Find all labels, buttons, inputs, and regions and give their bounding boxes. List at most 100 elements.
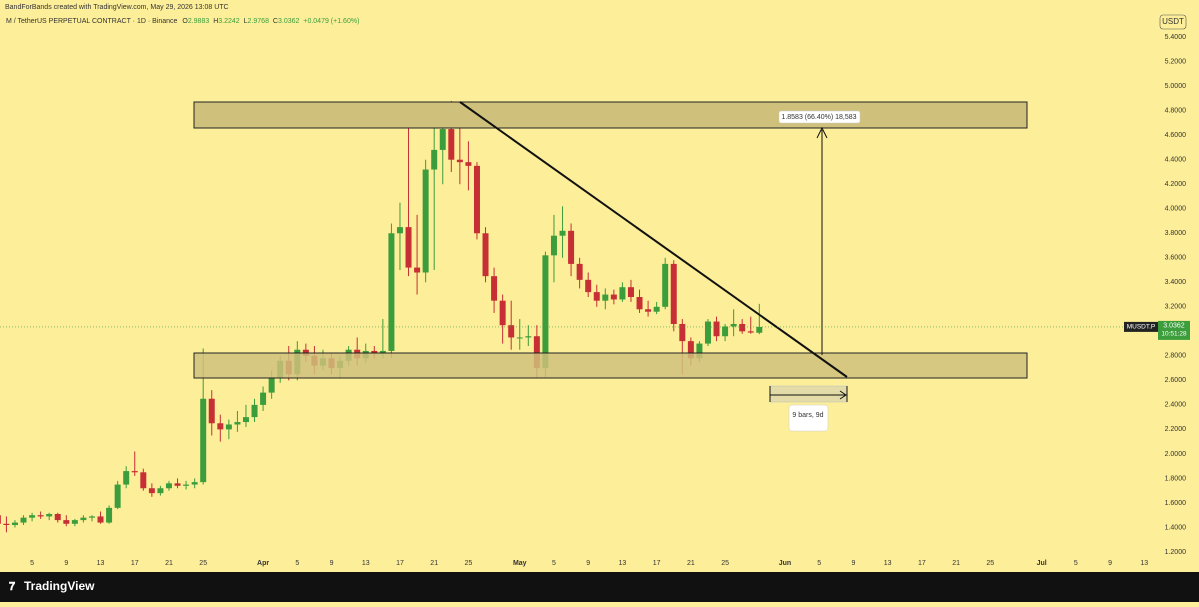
candle-body	[165, 483, 172, 489]
candle-body	[174, 483, 181, 486]
y-tick-label: 5.4000	[1165, 34, 1187, 41]
candle-body	[371, 350, 378, 354]
candle-body	[148, 488, 155, 494]
x-tick-label: 9	[851, 560, 855, 567]
measure-label: 1.8583 (66.40%) 18,583	[781, 114, 856, 121]
candle-body	[183, 484, 190, 486]
candle-body	[422, 169, 429, 273]
candle-body	[114, 484, 121, 508]
currency-box[interactable]	[1159, 14, 1187, 30]
candle-body	[225, 424, 232, 430]
range-label-box	[788, 404, 829, 432]
x-tick-label: 5	[817, 560, 821, 567]
candle-body	[739, 323, 746, 332]
candle-body	[157, 488, 164, 494]
header: BandForBands created with TradingView.co…	[5, 4, 229, 11]
y-tick-label: 3.4000	[1165, 279, 1187, 286]
candle-body	[140, 472, 147, 489]
x-tick-label: 13	[884, 560, 892, 567]
candle-body	[379, 350, 386, 354]
candle-body	[610, 294, 617, 300]
y-tick-label: 4.0000	[1165, 206, 1187, 213]
x-tick-label: 9	[330, 560, 334, 567]
x-tick-label: 17	[131, 560, 139, 567]
y-tick-label: 1.6000	[1165, 500, 1187, 507]
y-tick-label: 4.4000	[1165, 157, 1187, 164]
range-label: 9 bars, 9d	[792, 412, 823, 419]
candle-body	[414, 267, 421, 273]
candle-body	[200, 398, 207, 483]
ohlc-label: C	[273, 18, 278, 25]
y-tick-label: 2.8000	[1165, 353, 1187, 360]
ohlc-label: O	[182, 18, 188, 25]
candle-body	[260, 392, 267, 405]
x-tick-label: 5	[1074, 560, 1078, 567]
candle-body	[559, 230, 566, 236]
x-tick-label: 21	[687, 560, 695, 567]
x-tick-label: 25	[465, 560, 473, 567]
y-tick-label: 2.0000	[1165, 451, 1187, 458]
support-zone	[193, 352, 1028, 379]
y-tick-label: 1.8000	[1165, 475, 1187, 482]
legend: M / TetherUS PERPETUAL CONTRACT · 1D · B…	[6, 18, 359, 25]
candle-body	[602, 294, 609, 301]
x-tick-label: 5	[552, 560, 556, 567]
footer	[0, 572, 1199, 602]
candle-body	[29, 515, 36, 518]
x-tick-label: 13	[1140, 560, 1148, 567]
ohlc-value: 2.9768	[248, 18, 270, 25]
currency[interactable]: USDT	[1162, 17, 1184, 26]
ohlc-label: L	[244, 18, 248, 25]
y-tick-label: 1.4000	[1165, 524, 1187, 531]
candle-body	[533, 336, 540, 369]
brand: TradingView	[24, 579, 95, 593]
symbol-box	[1124, 321, 1158, 332]
measure-label-box	[778, 110, 861, 124]
x-tick-label: 21	[165, 560, 173, 567]
candle-body	[499, 300, 506, 326]
candle-body	[593, 292, 600, 301]
candle-body	[619, 287, 626, 300]
x-tick-label: May	[513, 560, 527, 567]
x-tick-label: 9	[1108, 560, 1112, 567]
candle-body	[704, 321, 711, 344]
candle-body	[550, 235, 557, 256]
x-tick-label: 25	[721, 560, 729, 567]
candle-body	[37, 515, 44, 517]
ohlc-value: 3.0362	[278, 18, 300, 25]
candle-body	[242, 417, 249, 423]
x-tick-label: Jun	[779, 560, 791, 567]
x-tick-label: 13	[619, 560, 627, 567]
x-tick-label: 9	[64, 560, 68, 567]
candle-body	[131, 471, 138, 473]
ohlc-label: H	[213, 18, 218, 25]
price-box	[1158, 320, 1190, 340]
arrow-head	[839, 390, 847, 400]
candle-body	[516, 337, 523, 339]
x-tick-label: 5	[295, 560, 299, 567]
y-tick-label: 2.4000	[1165, 402, 1187, 409]
candle-body	[491, 276, 498, 301]
candle-body	[3, 523, 10, 526]
candle-body	[508, 325, 515, 338]
candle-body	[482, 233, 489, 277]
y-tick-label: 3.6000	[1165, 255, 1187, 262]
x-tick-label: 17	[396, 560, 404, 567]
candle-body	[217, 423, 224, 430]
candle-body	[88, 516, 95, 518]
candle-body	[679, 323, 686, 342]
candle-body	[63, 520, 70, 524]
candle-body	[576, 263, 583, 280]
x-tick-label: 25	[199, 560, 207, 567]
candle-body	[465, 162, 472, 166]
candle-body	[525, 336, 532, 338]
candle-body	[46, 513, 53, 517]
x-tick-label: 25	[986, 560, 994, 567]
y-tick-label: 5.2000	[1165, 58, 1187, 65]
candle-body	[722, 326, 729, 337]
y-tick-label: 5.0000	[1165, 83, 1187, 90]
candle-body	[568, 230, 575, 264]
candle-body	[653, 306, 660, 312]
